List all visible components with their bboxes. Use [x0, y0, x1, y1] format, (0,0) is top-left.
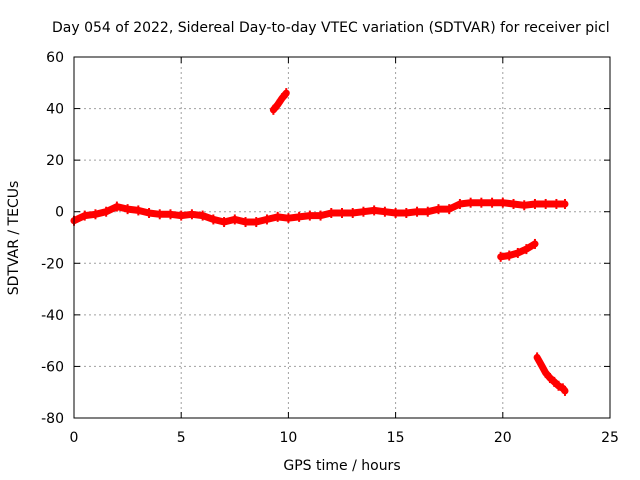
- chart-title: Day 054 of 2022, Sidereal Day-to-day VTE…: [52, 20, 610, 36]
- y-tick-label: 0: [55, 205, 64, 221]
- x-tick-label: 20: [494, 430, 512, 446]
- x-axis-tick-labels: 0 5 10 15 20 25: [70, 430, 619, 446]
- series-3: [497, 238, 539, 262]
- plot-frame: [73, 56, 611, 419]
- x-tick-label: 5: [177, 430, 186, 446]
- y-axis-tick-labels: -80 -60 -40 -20 0 20 40 60: [41, 50, 64, 427]
- series-band: [269, 89, 290, 114]
- data-series: [70, 88, 569, 396]
- series-4: [533, 352, 569, 396]
- y-tick-label: 60: [46, 50, 64, 66]
- y-axis-label: SDTVAR / TECUs: [6, 181, 22, 296]
- axis-ticks: [73, 56, 611, 419]
- y-tick-label: -20: [41, 256, 64, 272]
- y-tick-label: 20: [46, 153, 64, 169]
- grid: [74, 57, 610, 418]
- y-tick-label: -80: [41, 411, 64, 427]
- x-tick-label: 10: [279, 430, 297, 446]
- x-tick-label: 0: [70, 430, 79, 446]
- x-tick-label: 15: [387, 430, 405, 446]
- series-2: [269, 88, 290, 115]
- y-tick-label: -40: [41, 308, 64, 324]
- x-tick-label: 25: [601, 430, 619, 446]
- x-axis-label: GPS time / hours: [283, 458, 400, 474]
- series-1: [70, 197, 569, 228]
- y-tick-label: -60: [41, 359, 64, 375]
- y-tick-label: 40: [46, 102, 64, 118]
